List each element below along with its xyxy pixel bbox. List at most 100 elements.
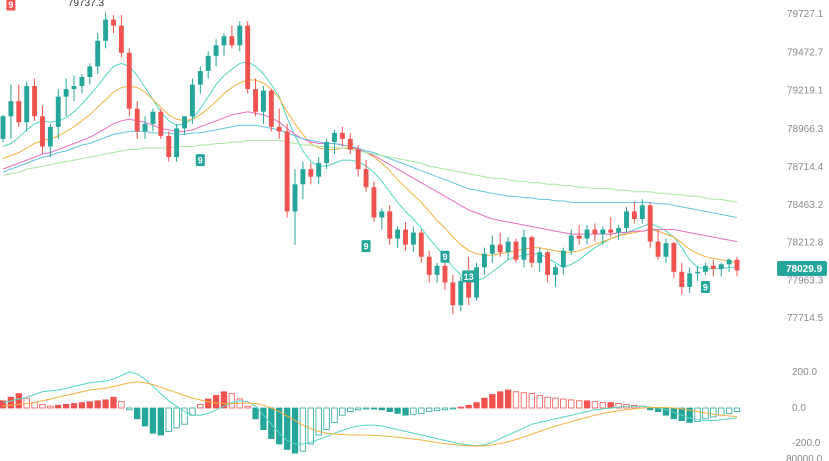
candle[interactable] <box>608 217 614 238</box>
candle[interactable] <box>474 262 479 301</box>
candle[interactable] <box>418 229 424 263</box>
candle[interactable] <box>0 114 6 142</box>
candle[interactable] <box>695 265 700 281</box>
candle[interactable] <box>639 199 645 224</box>
candle[interactable] <box>702 262 708 275</box>
candle[interactable] <box>47 123 53 158</box>
candle[interactable] <box>410 226 416 253</box>
histogram-bar <box>291 407 299 454</box>
candle[interactable] <box>450 274 456 315</box>
candle[interactable] <box>355 144 361 177</box>
candle[interactable] <box>458 276 464 312</box>
candle[interactable] <box>126 48 132 117</box>
candle[interactable] <box>568 229 574 256</box>
histogram-bar <box>441 407 449 411</box>
candle[interactable] <box>505 237 511 260</box>
candle[interactable] <box>426 250 432 283</box>
candle[interactable] <box>497 232 503 257</box>
candle[interactable] <box>655 229 661 260</box>
candle[interactable] <box>292 169 298 245</box>
candle[interactable] <box>576 225 582 245</box>
candle[interactable] <box>403 222 408 251</box>
candle[interactable] <box>87 63 93 85</box>
candle[interactable] <box>434 262 440 283</box>
candle[interactable] <box>245 21 251 94</box>
candle[interactable] <box>8 84 14 139</box>
candle[interactable] <box>221 33 227 56</box>
candle[interactable] <box>347 132 353 155</box>
candle[interactable] <box>111 15 116 34</box>
candle[interactable] <box>553 264 558 287</box>
candle[interactable] <box>442 259 448 290</box>
candle[interactable] <box>284 123 290 218</box>
histogram-bar <box>694 407 701 422</box>
candle[interactable] <box>624 206 629 233</box>
candle[interactable] <box>537 247 543 272</box>
candle[interactable] <box>734 256 740 277</box>
candle[interactable] <box>237 21 243 52</box>
candle-body <box>545 252 551 275</box>
candle[interactable] <box>726 258 732 272</box>
candle[interactable] <box>679 262 685 295</box>
candle[interactable] <box>663 238 669 263</box>
candle[interactable] <box>308 163 314 185</box>
candle[interactable] <box>395 226 401 248</box>
candle[interactable] <box>324 138 330 170</box>
candle[interactable] <box>481 247 487 275</box>
candle[interactable] <box>40 105 45 155</box>
candle[interactable] <box>387 205 393 245</box>
candle[interactable] <box>379 208 385 230</box>
candle[interactable] <box>182 116 187 135</box>
candle[interactable] <box>521 229 527 268</box>
candle[interactable] <box>371 181 377 223</box>
candle[interactable] <box>189 78 195 124</box>
candle[interactable] <box>261 86 266 124</box>
candle[interactable] <box>710 259 716 277</box>
candle[interactable] <box>118 15 124 58</box>
candle[interactable] <box>229 25 235 49</box>
candle[interactable] <box>545 250 551 283</box>
candle[interactable] <box>253 78 259 117</box>
sequence-number: 13 <box>464 272 474 282</box>
candle[interactable] <box>489 235 495 263</box>
candle[interactable] <box>316 157 322 185</box>
candle[interactable] <box>332 129 337 155</box>
candle[interactable] <box>339 126 345 147</box>
candle[interactable] <box>32 78 38 121</box>
candle[interactable] <box>560 247 566 275</box>
candle[interactable] <box>95 33 101 74</box>
candle[interactable] <box>671 241 677 278</box>
candlesticks[interactable] <box>0 12 740 315</box>
candle[interactable] <box>142 116 148 139</box>
candle[interactable] <box>687 267 693 294</box>
candle[interactable] <box>103 12 109 49</box>
candle[interactable] <box>197 66 203 94</box>
candle[interactable] <box>529 235 535 268</box>
candle[interactable] <box>300 161 306 200</box>
candle[interactable] <box>205 51 211 79</box>
candle[interactable] <box>616 225 622 241</box>
candle[interactable] <box>600 226 606 245</box>
candle[interactable] <box>174 123 180 162</box>
candle[interactable] <box>718 262 724 277</box>
candle[interactable] <box>592 223 598 242</box>
candle[interactable] <box>71 75 77 102</box>
candle[interactable] <box>63 78 69 117</box>
candle[interactable] <box>363 160 369 192</box>
candle[interactable] <box>276 108 282 139</box>
candle[interactable] <box>150 108 156 132</box>
candle[interactable] <box>16 84 22 127</box>
candle[interactable] <box>513 238 519 263</box>
candle[interactable] <box>213 39 219 67</box>
candle[interactable] <box>166 131 172 162</box>
candle[interactable] <box>134 101 140 139</box>
candle[interactable] <box>268 89 274 132</box>
candle[interactable] <box>79 73 85 94</box>
candle[interactable] <box>631 202 637 224</box>
candle[interactable] <box>55 89 61 139</box>
candle[interactable] <box>24 81 30 132</box>
candle[interactable] <box>158 108 164 139</box>
candle[interactable] <box>647 202 653 248</box>
candle[interactable] <box>584 225 590 245</box>
